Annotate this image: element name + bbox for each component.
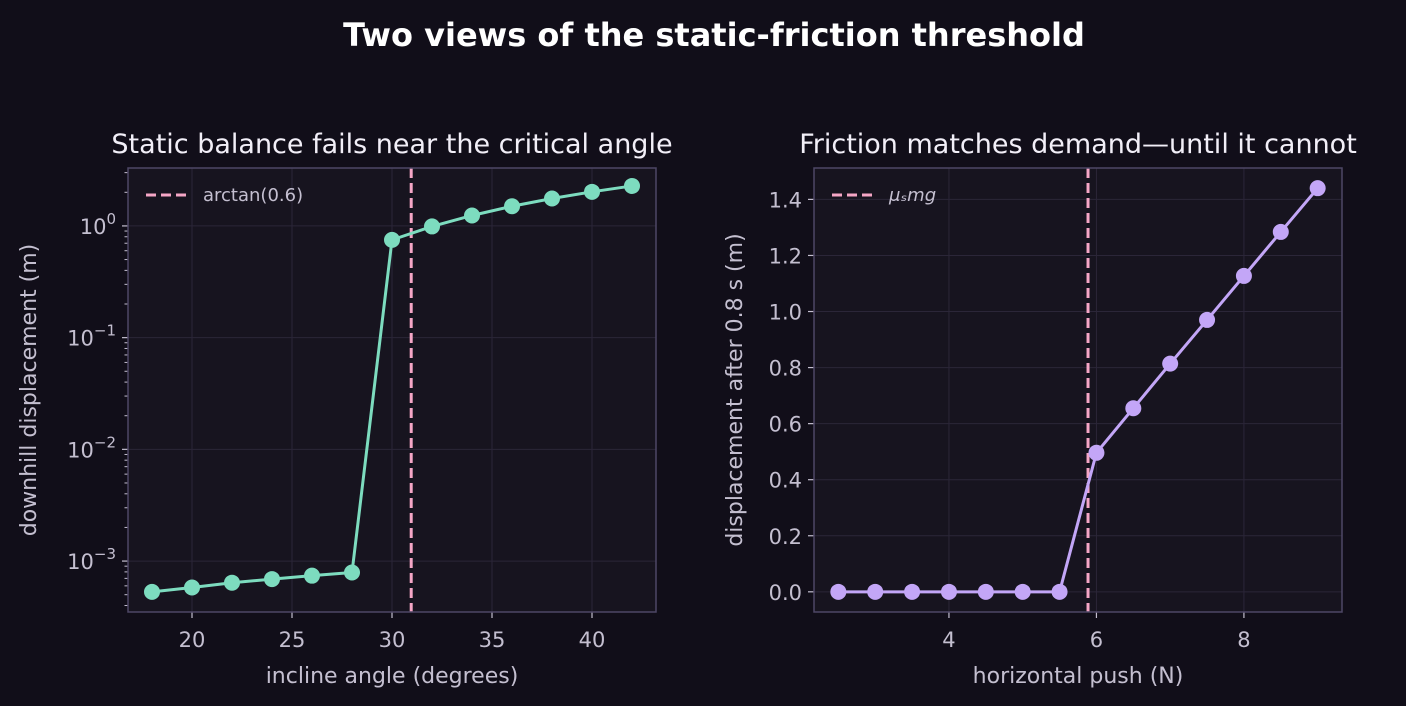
- right-x-tick-label: 4: [942, 628, 955, 652]
- left-data-point: [464, 207, 480, 224]
- right-y-axis-label: displacement after 0.8 s (m): [723, 233, 748, 546]
- left-chart-title: Static balance fails near the critical a…: [111, 129, 672, 160]
- right-data-point: [867, 583, 884, 600]
- left-y-axis-label: downhill displacement (m): [17, 244, 42, 537]
- right-data-point: [1051, 583, 1068, 600]
- right-y-tick-label: 0.0: [769, 581, 802, 605]
- left-data-point: [424, 218, 440, 235]
- right-data-point: [1125, 400, 1142, 417]
- left-data-point: [304, 567, 320, 584]
- left-x-tick-label: 40: [579, 628, 606, 652]
- right-y-tick-label: 1.0: [769, 301, 802, 325]
- left-legend: arctan(0.6): [146, 185, 303, 206]
- left-y-tick-label: 10−3: [67, 545, 116, 574]
- left-data-point: [504, 198, 520, 215]
- right-data-point: [1199, 311, 1216, 328]
- left-data-point: [384, 231, 400, 248]
- right-data-point: [904, 583, 921, 600]
- right-data-point: [977, 583, 994, 600]
- left-data-point: [224, 574, 240, 591]
- right-data-point: [940, 583, 957, 600]
- right-data-point: [1235, 267, 1252, 284]
- right-y-tick-label: 0.6: [769, 413, 802, 437]
- right-y-tick-label: 1.4: [769, 188, 802, 212]
- left-data-point: [184, 579, 200, 596]
- right-legend: μₛmg: [832, 185, 936, 206]
- left-plot-frame: [127, 167, 657, 613]
- left-x-tick-label: 35: [479, 628, 506, 652]
- right-x-axis-label: horizontal push (N): [973, 664, 1184, 689]
- right-plot-frame: [813, 167, 1343, 613]
- left-x-axis-label: incline angle (degrees): [266, 664, 519, 689]
- figure-suptitle: Two views of the static-friction thresho…: [343, 16, 1085, 54]
- right-x-tick-label: 6: [1090, 628, 1103, 652]
- right-y-tick-label: 1.2: [769, 244, 802, 268]
- left-x-tick-label: 25: [279, 628, 306, 652]
- left-y-tick-label: 100: [80, 210, 116, 239]
- left-data-point: [344, 564, 360, 581]
- left-series-points: [144, 177, 640, 600]
- left-data-point: [624, 177, 640, 194]
- right-data-point: [1088, 444, 1105, 461]
- right-y-tick-label: 0.2: [769, 525, 802, 549]
- right-legend-label: μₛmg: [888, 185, 936, 206]
- left-panel: 20 25 30 35 40 100 10−1 10−2 10−3 Static balanc…: [17, 129, 673, 689]
- left-y-tick-label: 10−1: [67, 322, 116, 351]
- left-data-point: [264, 571, 280, 588]
- right-data-point: [1272, 223, 1289, 240]
- left-legend-label: arctan(0.6): [203, 185, 303, 206]
- right-y-tick-label: 0.8: [769, 357, 802, 381]
- right-x-tick-label: 8: [1237, 628, 1250, 652]
- right-data-point: [830, 583, 847, 600]
- right-series-points: [830, 180, 1326, 600]
- left-y-tick-label: 10−2: [67, 433, 116, 462]
- right-plot-area: [814, 168, 1342, 612]
- right-x-ticks: 4 6 8: [942, 612, 1251, 652]
- right-panel: 4 6 8 0.0 0.2 0.4 0.6 0.8 1.0 1.2 1.4 Friction ma…: [723, 129, 1357, 689]
- right-y-tick-label: 0.4: [769, 469, 802, 493]
- left-x-tick-label: 20: [179, 628, 206, 652]
- left-y-ticks: 100 10−1 10−2 10−3: [67, 210, 128, 574]
- left-data-point: [584, 183, 600, 200]
- right-data-point: [1162, 355, 1179, 372]
- left-data-point: [544, 190, 560, 207]
- left-x-tick-label: 30: [379, 628, 406, 652]
- right-y-ticks: 0.0 0.2 0.4 0.6 0.8 1.0 1.2 1.4: [769, 188, 814, 605]
- right-data-point: [1014, 583, 1031, 600]
- right-data-point: [1309, 180, 1326, 197]
- left-data-point: [144, 583, 160, 600]
- right-chart-title: Friction matches demand—until it cannot: [799, 129, 1357, 160]
- left-x-ticks: 20 25 30 35 40: [179, 612, 606, 652]
